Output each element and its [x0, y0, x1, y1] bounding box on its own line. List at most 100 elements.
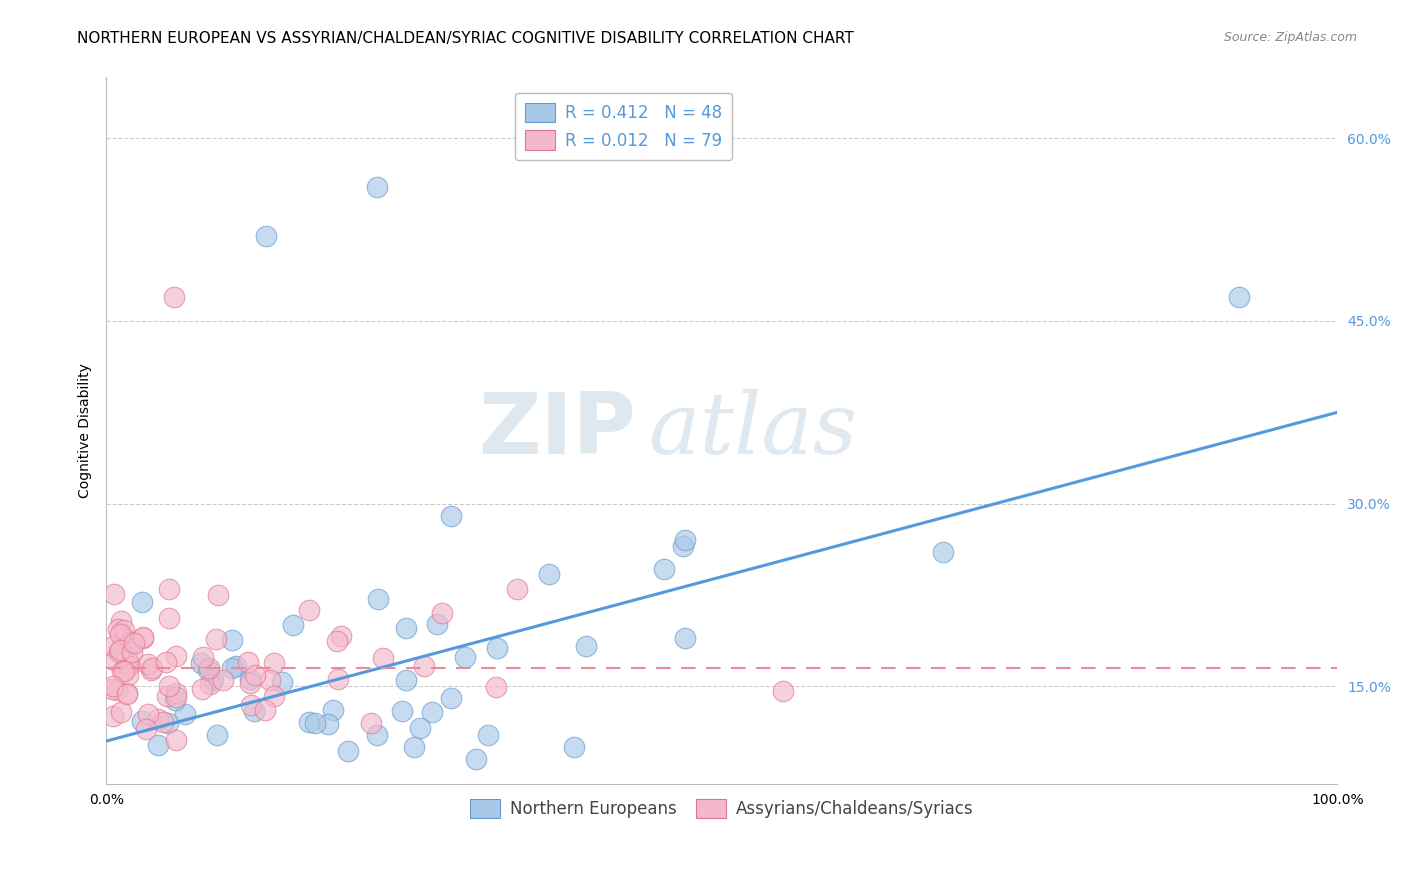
Point: [157, 582, 180, 596]
Point: [136, 657, 159, 672]
Text: ZIP: ZIP: [478, 389, 636, 472]
Point: [420, 706, 443, 720]
Point: [117, 640, 139, 655]
Point: [156, 715, 179, 730]
Point: [173, 706, 195, 721]
Point: [772, 684, 794, 698]
Point: [486, 640, 509, 655]
Point: [371, 651, 394, 665]
Point: [198, 661, 221, 675]
Point: [117, 668, 139, 682]
Point: [239, 676, 262, 690]
Point: [101, 679, 124, 693]
Point: [366, 180, 388, 194]
Point: [673, 533, 696, 548]
Point: [391, 704, 413, 718]
Point: [271, 674, 294, 689]
Point: [254, 703, 277, 717]
Point: [412, 659, 434, 673]
Point: [108, 645, 131, 659]
Text: Source: ZipAtlas.com: Source: ZipAtlas.com: [1223, 31, 1357, 45]
Point: [110, 614, 132, 628]
Point: [225, 658, 247, 673]
Point: [190, 657, 212, 671]
Point: [121, 645, 143, 659]
Point: [197, 663, 219, 677]
Point: [367, 591, 389, 606]
Point: [440, 691, 463, 706]
Point: [263, 656, 285, 670]
Point: [430, 606, 453, 620]
Point: [207, 587, 229, 601]
Point: [131, 595, 153, 609]
Point: [152, 714, 174, 729]
Point: [395, 621, 418, 635]
Point: [426, 616, 449, 631]
Point: [506, 582, 529, 596]
Point: [221, 661, 243, 675]
Point: [328, 672, 350, 686]
Point: [165, 648, 187, 663]
Point: [537, 567, 560, 582]
Point: [484, 680, 506, 694]
Point: [298, 603, 321, 617]
Point: [204, 632, 226, 646]
Point: [103, 639, 125, 653]
Point: [360, 716, 382, 731]
Text: atlas: atlas: [648, 389, 858, 472]
Point: [115, 631, 138, 645]
Point: [254, 228, 277, 243]
Point: [205, 728, 228, 742]
Point: [111, 664, 134, 678]
Point: [191, 650, 214, 665]
Point: [454, 650, 477, 665]
Point: [316, 716, 339, 731]
Point: [440, 508, 463, 523]
Point: [1227, 290, 1250, 304]
Point: [108, 626, 131, 640]
Point: [366, 728, 388, 742]
Point: [103, 653, 125, 667]
Point: [165, 686, 187, 700]
Point: [464, 752, 486, 766]
Point: [336, 744, 359, 758]
Point: [124, 635, 146, 649]
Point: [148, 712, 170, 726]
Point: [112, 624, 135, 638]
Point: [259, 673, 281, 688]
Point: [477, 728, 499, 742]
Point: [155, 689, 177, 703]
Point: [118, 659, 141, 673]
Point: [652, 562, 675, 576]
Point: [148, 738, 170, 752]
Point: [283, 618, 305, 632]
Point: [165, 732, 187, 747]
Point: [157, 611, 180, 625]
Point: [105, 683, 128, 698]
Point: [198, 677, 221, 691]
Y-axis label: Cognitive Disability: Cognitive Disability: [79, 363, 93, 498]
Point: [221, 633, 243, 648]
Point: [155, 655, 177, 669]
Point: [139, 663, 162, 677]
Point: [131, 714, 153, 729]
Point: [239, 698, 262, 713]
Point: [243, 704, 266, 718]
Legend: Northern Europeans, Assyrians/Chaldeans/Syriacs: Northern Europeans, Assyrians/Chaldeans/…: [463, 792, 980, 825]
Point: [329, 629, 352, 643]
Point: [326, 633, 349, 648]
Point: [673, 631, 696, 645]
Point: [562, 740, 585, 755]
Point: [115, 686, 138, 700]
Point: [120, 634, 142, 648]
Point: [672, 539, 695, 553]
Point: [112, 665, 135, 679]
Text: NORTHERN EUROPEAN VS ASSYRIAN/CHALDEAN/SYRIAC COGNITIVE DISABILITY CORRELATION C: NORTHERN EUROPEAN VS ASSYRIAN/CHALDEAN/S…: [77, 31, 853, 46]
Point: [135, 722, 157, 736]
Point: [141, 661, 163, 675]
Point: [117, 652, 139, 666]
Point: [402, 740, 425, 755]
Point: [322, 703, 344, 717]
Point: [304, 715, 326, 730]
Point: [157, 679, 180, 693]
